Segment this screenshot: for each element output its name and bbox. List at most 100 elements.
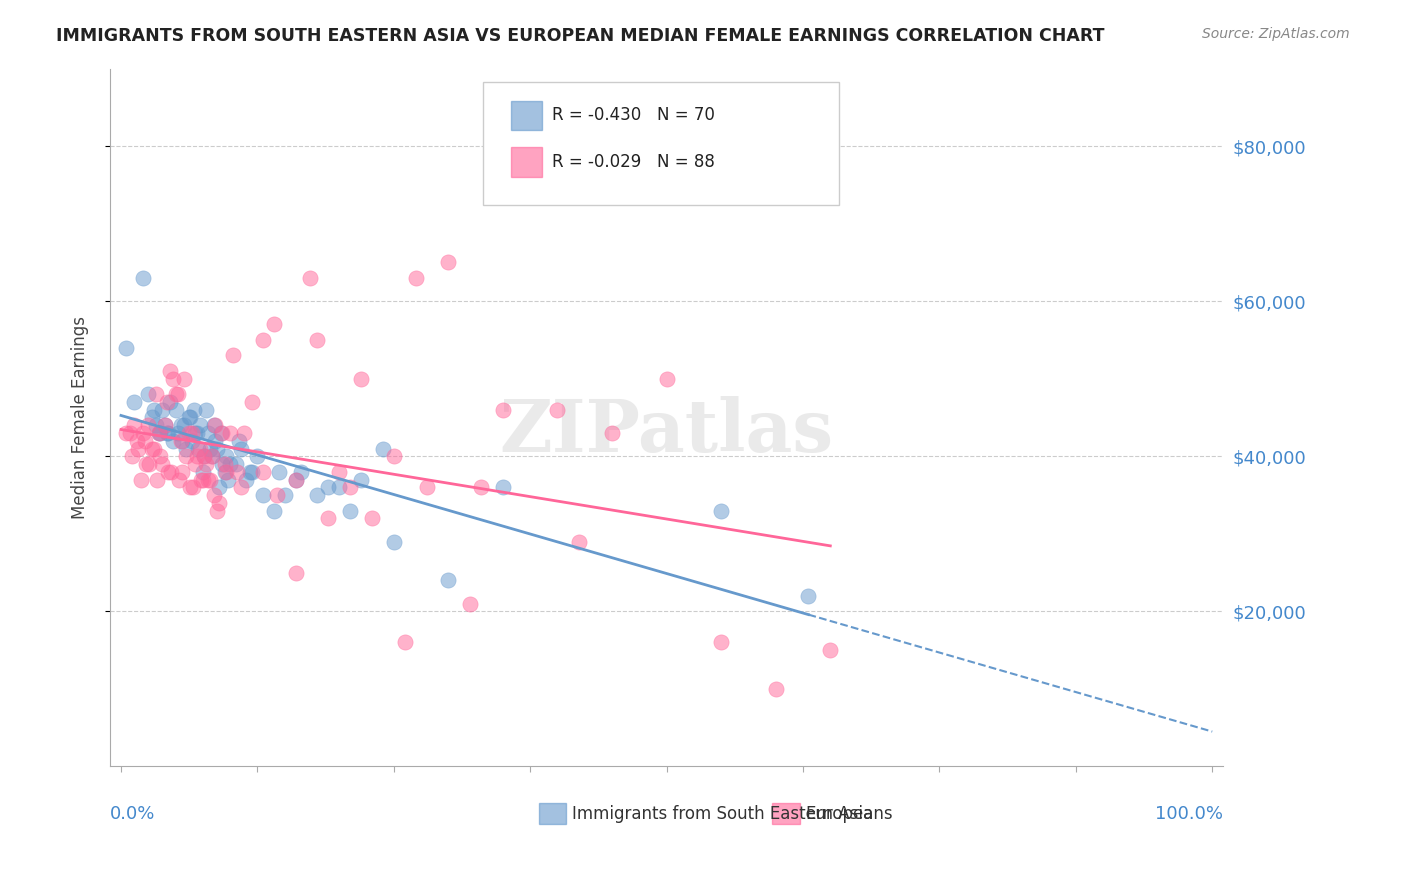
Point bbox=[134, 434, 156, 448]
Point bbox=[200, 450, 222, 464]
Point bbox=[184, 457, 207, 471]
Text: Europeans: Europeans bbox=[806, 805, 893, 823]
Point bbox=[166, 425, 188, 440]
Point bbox=[240, 465, 263, 479]
Point bbox=[173, 372, 195, 386]
Point bbox=[229, 480, 252, 494]
Point bbox=[188, 442, 211, 456]
Point bbox=[229, 442, 252, 456]
Point bbox=[211, 457, 233, 471]
Point bbox=[191, 465, 214, 479]
Point bbox=[176, 450, 198, 464]
Point bbox=[547, 402, 569, 417]
Point bbox=[190, 473, 212, 487]
Point bbox=[263, 503, 285, 517]
Point bbox=[166, 387, 188, 401]
Point bbox=[600, 425, 623, 440]
Point bbox=[222, 348, 245, 362]
Point bbox=[252, 333, 274, 347]
Point bbox=[239, 465, 262, 479]
Point bbox=[458, 597, 481, 611]
Point bbox=[405, 271, 427, 285]
Point bbox=[266, 488, 288, 502]
FancyBboxPatch shape bbox=[538, 804, 567, 824]
Point bbox=[437, 574, 460, 588]
Point bbox=[219, 457, 242, 471]
Point bbox=[246, 450, 269, 464]
Point bbox=[437, 255, 460, 269]
Point bbox=[122, 418, 145, 433]
Text: IMMIGRANTS FROM SOUTH EASTERN ASIA VS EUROPEAN MEDIAN FEMALE EARNINGS CORRELATIO: IMMIGRANTS FROM SOUTH EASTERN ASIA VS EU… bbox=[56, 27, 1105, 45]
Text: ZIPatlas: ZIPatlas bbox=[499, 396, 834, 467]
Point bbox=[152, 457, 174, 471]
Point bbox=[172, 434, 194, 448]
Point bbox=[149, 450, 172, 464]
Point bbox=[350, 372, 373, 386]
Point bbox=[568, 534, 591, 549]
Point bbox=[318, 480, 340, 494]
Point bbox=[146, 473, 169, 487]
Point bbox=[193, 450, 215, 464]
Point bbox=[195, 457, 218, 471]
Point bbox=[200, 450, 222, 464]
Point bbox=[180, 434, 202, 448]
Point bbox=[284, 473, 307, 487]
Point bbox=[165, 387, 187, 401]
Point bbox=[382, 534, 405, 549]
Point bbox=[394, 635, 416, 649]
Point bbox=[298, 271, 321, 285]
Point bbox=[263, 318, 285, 332]
Point bbox=[200, 442, 222, 456]
Point bbox=[290, 465, 312, 479]
Point bbox=[339, 503, 361, 517]
Point bbox=[156, 425, 179, 440]
Point bbox=[204, 434, 226, 448]
Point bbox=[141, 410, 163, 425]
Point bbox=[186, 425, 208, 440]
Point bbox=[135, 457, 157, 471]
Point bbox=[122, 395, 145, 409]
Point bbox=[765, 681, 787, 696]
Point bbox=[156, 465, 179, 479]
FancyBboxPatch shape bbox=[510, 101, 541, 130]
Point bbox=[492, 480, 515, 494]
Point bbox=[138, 457, 160, 471]
Point bbox=[208, 496, 231, 510]
Point bbox=[202, 418, 225, 433]
Point bbox=[339, 480, 361, 494]
Point bbox=[141, 442, 163, 456]
Text: Immigrants from South Eastern Asia: Immigrants from South Eastern Asia bbox=[572, 805, 873, 823]
Point bbox=[225, 465, 247, 479]
Point bbox=[179, 480, 201, 494]
Point bbox=[205, 442, 228, 456]
Point bbox=[710, 635, 733, 649]
Point bbox=[200, 473, 222, 487]
Point bbox=[307, 333, 329, 347]
Point bbox=[118, 425, 141, 440]
Text: R = -0.430   N = 70: R = -0.430 N = 70 bbox=[553, 106, 714, 124]
Point bbox=[188, 418, 211, 433]
Point bbox=[159, 364, 181, 378]
Point bbox=[328, 480, 350, 494]
Y-axis label: Median Female Earnings: Median Female Earnings bbox=[72, 316, 89, 519]
Point bbox=[129, 473, 152, 487]
Point bbox=[710, 503, 733, 517]
Point bbox=[162, 372, 184, 386]
Point bbox=[142, 402, 165, 417]
Text: R = -0.029   N = 88: R = -0.029 N = 88 bbox=[553, 153, 714, 171]
Point bbox=[152, 402, 174, 417]
Point bbox=[183, 402, 205, 417]
Point bbox=[173, 418, 195, 433]
Point bbox=[177, 425, 200, 440]
Point bbox=[382, 450, 405, 464]
Point bbox=[252, 465, 274, 479]
Point bbox=[170, 434, 193, 448]
Point bbox=[162, 434, 184, 448]
Point bbox=[136, 418, 159, 433]
Point bbox=[142, 442, 165, 456]
Point bbox=[176, 442, 198, 456]
Point bbox=[186, 450, 208, 464]
Point bbox=[214, 465, 236, 479]
Point bbox=[149, 425, 172, 440]
Point bbox=[219, 425, 242, 440]
